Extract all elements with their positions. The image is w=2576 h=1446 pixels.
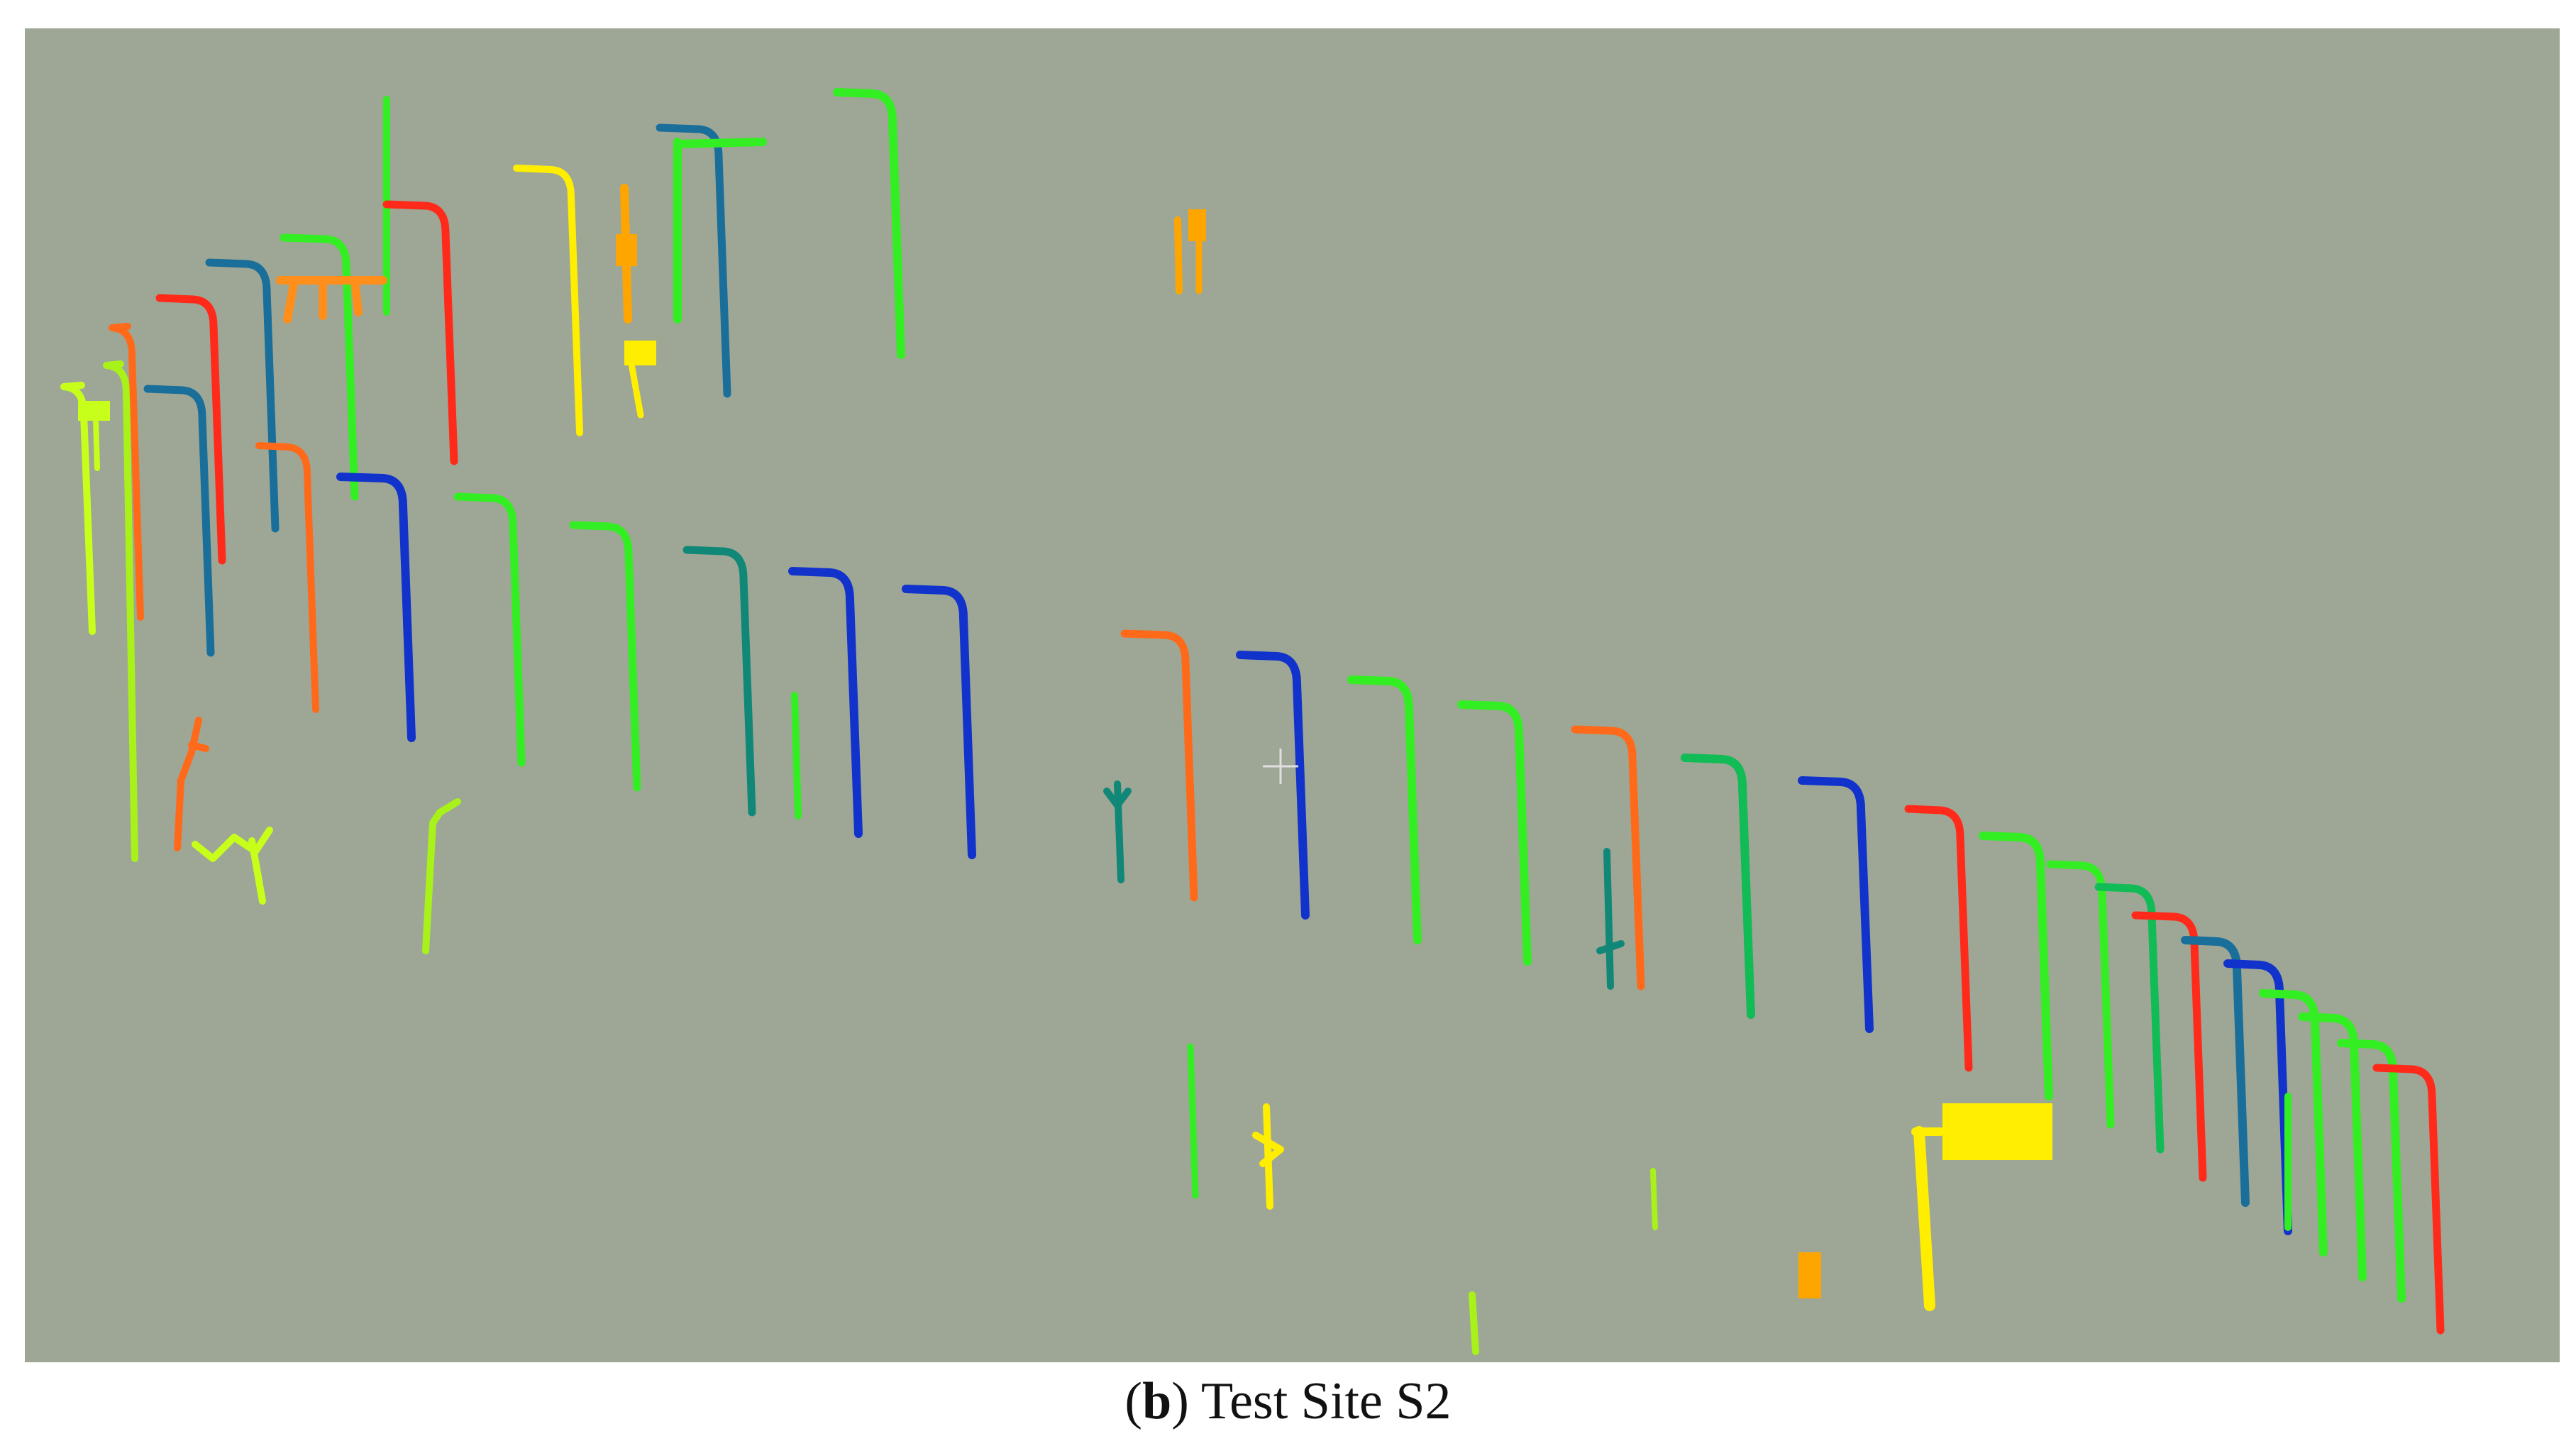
street-light-pole	[2259, 989, 2328, 1257]
street-light-pole	[1979, 832, 2053, 1100]
street-light-pole	[788, 567, 863, 838]
tree-points	[188, 741, 209, 752]
pole-fragment	[1650, 1168, 1658, 1230]
street-light-pole	[1120, 629, 1198, 902]
street-light-pole	[1236, 651, 1310, 920]
street-light-pole	[569, 521, 641, 792]
large-sign-board	[1942, 1103, 2052, 1160]
sign-board	[624, 341, 656, 365]
street-light-pole	[902, 585, 976, 859]
street-light-pole	[682, 546, 756, 817]
street-light-pole	[1347, 675, 1422, 944]
pole-fragment	[93, 416, 100, 471]
street-light-pole	[255, 442, 319, 713]
background-panel	[25, 28, 2560, 1362]
tree-points	[1103, 788, 1132, 809]
sign-board	[616, 234, 637, 266]
street-light-pole	[2372, 1064, 2445, 1335]
pole-fragment	[1913, 1126, 1935, 1311]
street-light-pole	[109, 323, 144, 621]
street-light-pole	[336, 473, 416, 742]
tree-points	[174, 717, 202, 851]
pole-fragment	[1469, 1291, 1479, 1355]
street-light-pole	[280, 233, 359, 501]
street-light-pole	[1681, 754, 1755, 1019]
caption-label: b	[1142, 1372, 1172, 1430]
tree-points	[192, 827, 273, 862]
tree-points	[1603, 848, 1614, 990]
street-light-pole	[1904, 805, 1973, 1072]
street-light-pole	[143, 385, 215, 657]
pole-fragment	[1187, 1043, 1199, 1199]
street-light-pole	[833, 88, 905, 359]
street-light-pole	[2181, 936, 2250, 1207]
street-light-pole	[1457, 700, 1532, 966]
gantry-structure	[276, 276, 387, 324]
street-light-pole	[2046, 860, 2115, 1129]
street-light-pole	[513, 165, 583, 436]
tree-points	[1252, 1132, 1284, 1167]
pole-fragment	[1174, 216, 1183, 294]
street-light-pole	[103, 360, 138, 862]
street-light-pole	[1798, 776, 1874, 1033]
small-sign	[1798, 1252, 1821, 1298]
street-light-pole	[1571, 725, 1645, 990]
crosshair-cursor	[1263, 749, 1298, 784]
tree-points	[1596, 940, 1625, 954]
street-light-pole	[453, 492, 526, 767]
figure-caption: (b) Test Site S2	[1124, 1372, 1452, 1430]
street-light-pole	[155, 294, 226, 565]
tree-points	[422, 798, 461, 954]
caption-text: Test Site S2	[1201, 1372, 1452, 1430]
street-light-pole	[656, 123, 731, 398]
pole-arm	[673, 138, 767, 148]
street-light-pole	[382, 200, 458, 465]
tree-points	[791, 692, 802, 819]
tree-points	[248, 837, 266, 905]
street-light-pole	[205, 258, 280, 533]
